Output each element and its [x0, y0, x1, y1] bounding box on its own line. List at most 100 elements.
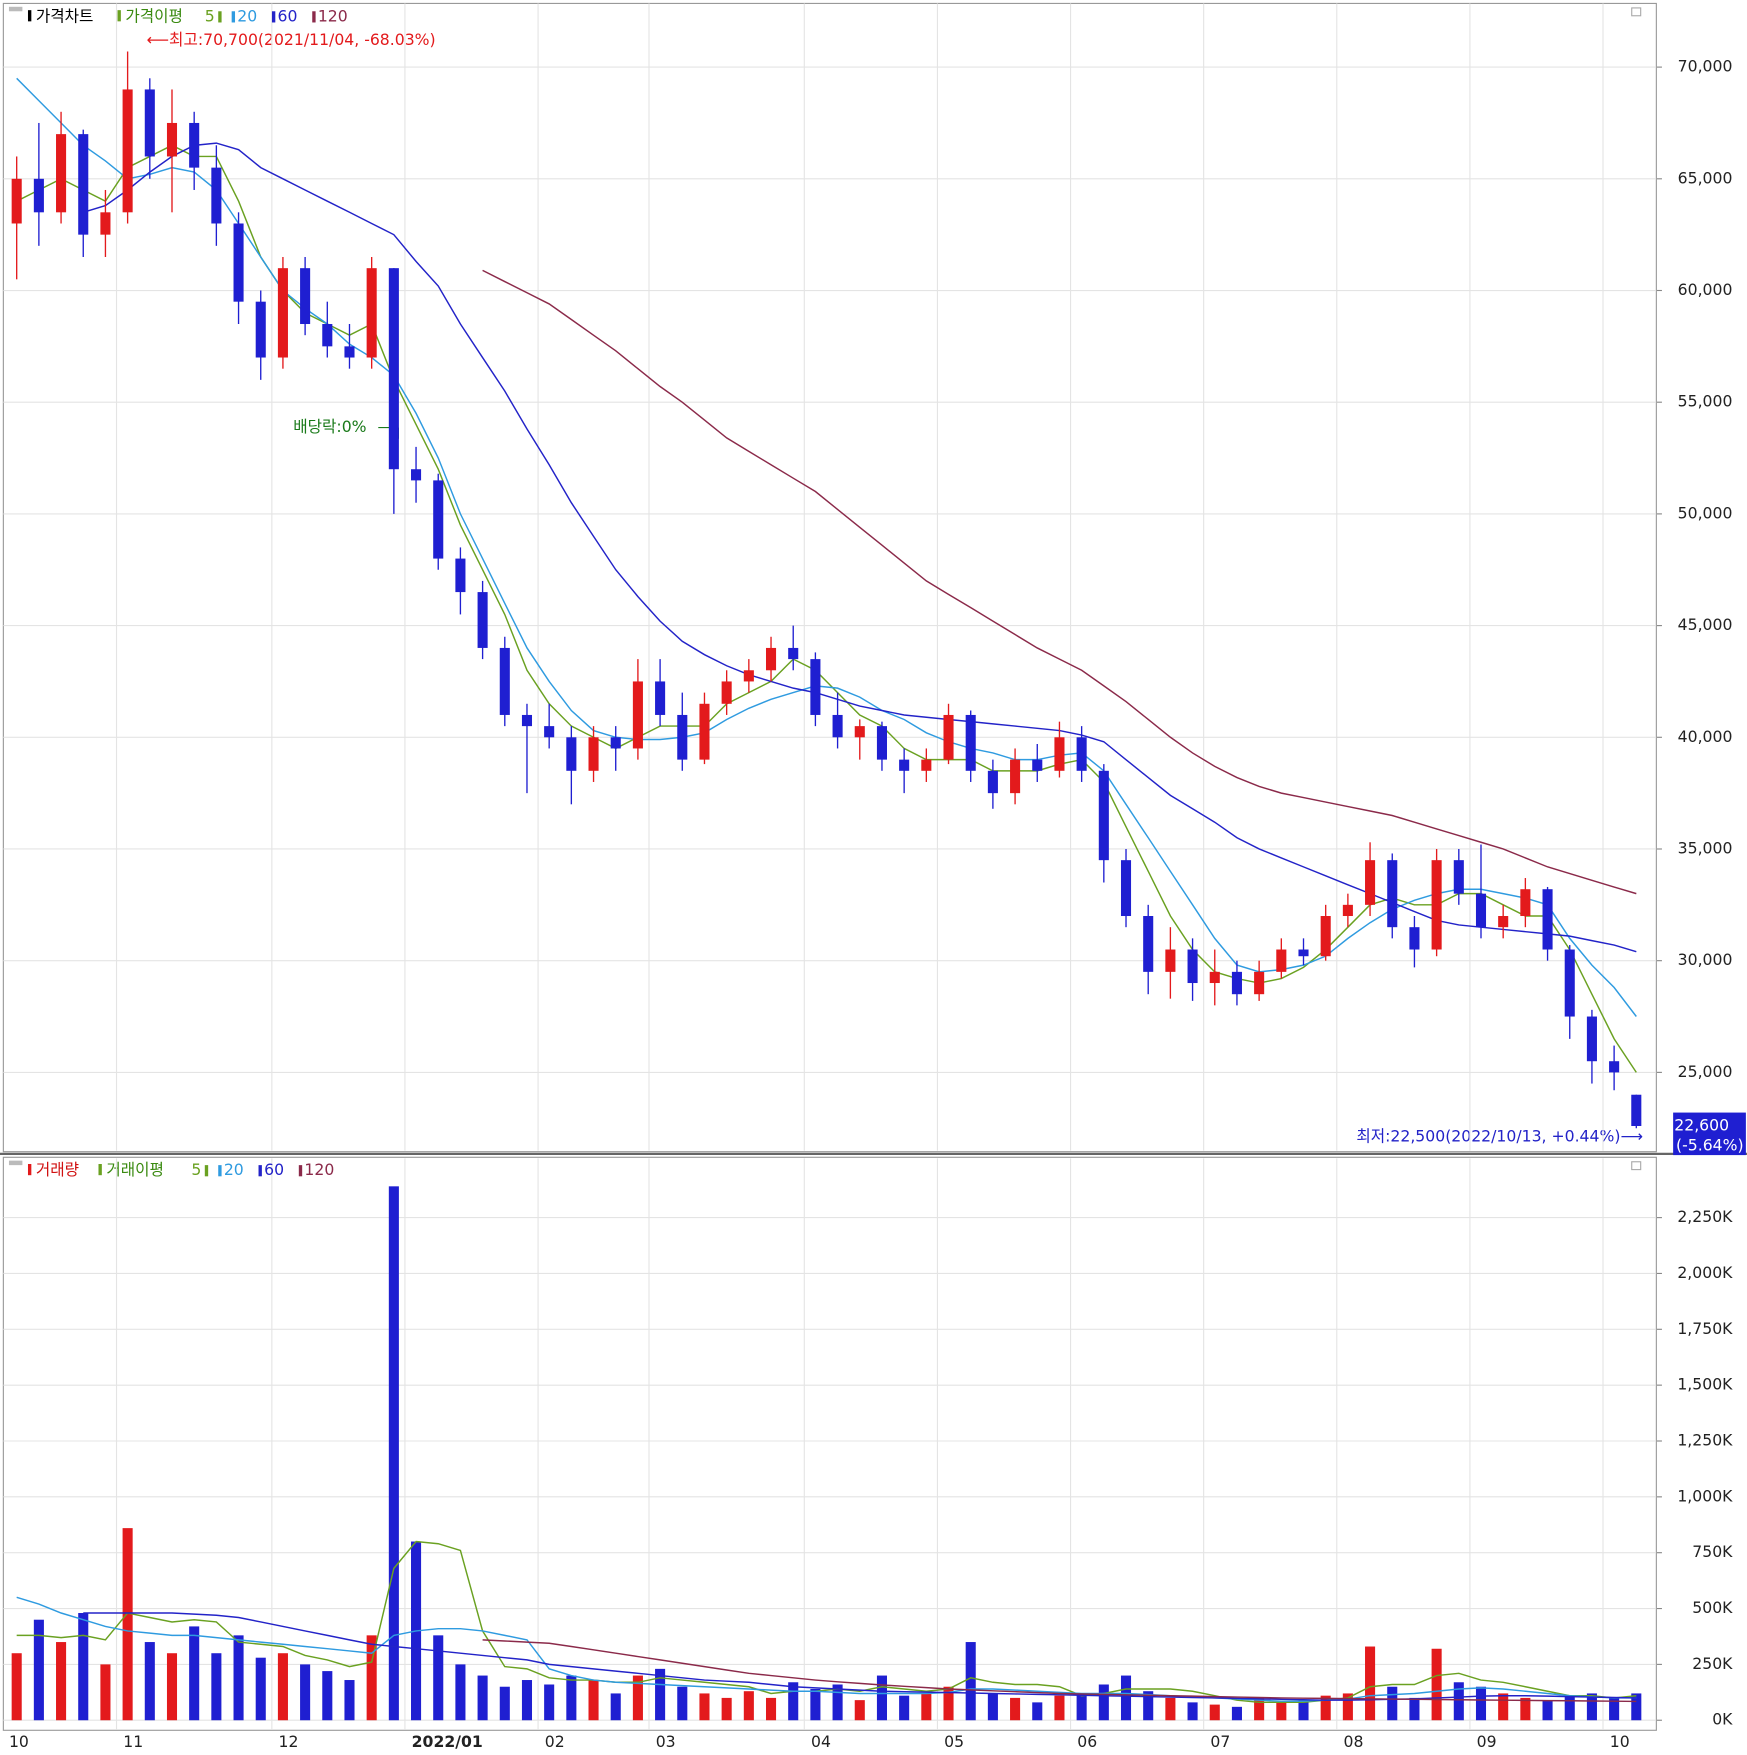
candle-body — [632, 681, 643, 749]
volume-bar — [721, 1697, 732, 1721]
candle-body — [1631, 1094, 1642, 1127]
volume-bar — [899, 1695, 910, 1721]
x-tick-label: 12 — [279, 1732, 299, 1751]
candle-body — [1431, 860, 1442, 950]
legend-handle — [8, 6, 23, 12]
candle-body — [477, 592, 488, 648]
candle-body — [699, 703, 710, 760]
x-tick-label: 11 — [123, 1732, 143, 1751]
candle-body — [1032, 759, 1043, 771]
volume-bar — [11, 1653, 22, 1721]
x-tick-label: 05 — [944, 1732, 964, 1751]
price-legend: 가격차트 가격이평 — [8, 6, 183, 25]
candle-body — [1276, 949, 1287, 972]
candle-body — [411, 469, 422, 481]
volume-bar — [300, 1664, 311, 1721]
volume-bar — [810, 1688, 821, 1721]
legend-title: 가격차트 — [36, 6, 94, 25]
legend-swatch — [258, 1165, 262, 1177]
volume-bar — [655, 1668, 666, 1721]
legend-swatch — [231, 11, 236, 23]
y-tick-label: 70,000 — [1678, 57, 1733, 76]
y-tick-label: 1,250K — [1677, 1430, 1733, 1449]
volume-bar — [344, 1680, 355, 1721]
legend-title: 거래량 — [36, 1160, 79, 1179]
candle-body — [189, 122, 200, 168]
volume-bar — [144, 1642, 155, 1721]
volume-bar — [943, 1686, 954, 1721]
candle-body — [1586, 1016, 1597, 1062]
legend-swatch — [98, 1164, 102, 1176]
volume-bar — [189, 1626, 200, 1721]
candle-body — [1498, 916, 1509, 928]
x-tick-label: 10 — [9, 1732, 29, 1751]
volume-bar — [544, 1684, 555, 1721]
volume-bar — [987, 1693, 998, 1721]
volume-bar — [1032, 1702, 1043, 1721]
legend-item: 20 — [237, 6, 257, 25]
candle-body — [1542, 889, 1553, 950]
volume-bar — [1187, 1702, 1198, 1721]
y-tick-label: 1,500K — [1677, 1375, 1733, 1394]
candle-body — [11, 178, 22, 224]
y-tick-label: 0K — [1712, 1710, 1733, 1729]
volume-bar — [876, 1675, 887, 1721]
candle-body — [433, 480, 444, 559]
ma-line — [16, 1596, 1637, 1702]
panel-button[interactable] — [1631, 1161, 1642, 1171]
volume-bar — [965, 1642, 976, 1721]
volume-bar — [921, 1693, 932, 1721]
volume-bar — [1409, 1697, 1420, 1721]
volume-bar — [1564, 1695, 1575, 1721]
volume-bar — [33, 1619, 44, 1721]
candle-body — [899, 759, 910, 771]
legend-swatch — [204, 1165, 209, 1177]
volume-bar — [788, 1682, 799, 1721]
volume-bar — [854, 1700, 865, 1721]
volume-bar — [677, 1686, 688, 1721]
volume-bar — [1542, 1700, 1553, 1721]
candle-body — [499, 647, 510, 715]
y-tick-label: 65,000 — [1678, 168, 1733, 187]
candle-body — [743, 670, 754, 682]
volume-bar — [1076, 1693, 1087, 1721]
candle-body — [1209, 971, 1220, 984]
candle-body — [144, 89, 155, 157]
panel-button[interactable] — [1631, 7, 1642, 17]
candle-body — [832, 714, 843, 738]
volume-bar — [1387, 1686, 1398, 1721]
x-tick-label: 06 — [1077, 1732, 1097, 1751]
candle-body — [1054, 737, 1065, 771]
candle-body — [255, 301, 266, 358]
candle-body — [1342, 904, 1353, 917]
candle-body — [277, 268, 288, 358]
legend-swatch — [218, 1165, 222, 1177]
legend-item: 5 — [205, 6, 215, 25]
volume-bar — [455, 1664, 466, 1721]
volume-bar — [521, 1680, 533, 1721]
candle-body — [943, 714, 954, 760]
candle-body — [100, 212, 111, 235]
legend-swatch — [27, 1164, 32, 1176]
x-tick-label: 09 — [1477, 1732, 1497, 1751]
x-tick-label: 10 — [1610, 1732, 1630, 1751]
x-tick-label: 2022/01 — [412, 1732, 483, 1751]
volume-legend: 거래량 거래이평 — [8, 1160, 164, 1179]
volume-bar — [477, 1675, 488, 1721]
x-tick-label: 07 — [1210, 1732, 1230, 1751]
legend-item: 60 — [264, 1160, 284, 1179]
candle-body — [788, 647, 799, 660]
volume-bar — [1475, 1686, 1487, 1721]
legend-item: 5 — [191, 1160, 201, 1179]
candle-body — [1165, 949, 1176, 972]
last-change-label: (-5.64%) — [1676, 1136, 1744, 1155]
legend-item: 120 — [318, 6, 348, 25]
volume-bar — [100, 1664, 111, 1721]
candle-body — [1187, 949, 1198, 984]
legend-swatch — [312, 11, 316, 23]
ma-line — [482, 269, 1637, 895]
volume-bar — [1586, 1693, 1597, 1721]
y-tick-label: 1,750K — [1677, 1319, 1733, 1338]
